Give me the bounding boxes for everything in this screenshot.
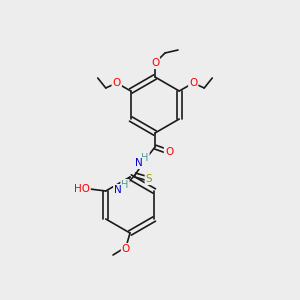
Text: O: O	[122, 244, 130, 254]
Text: S: S	[146, 174, 152, 184]
Text: HO: HO	[74, 184, 90, 194]
Text: O: O	[189, 78, 197, 88]
Text: O: O	[112, 78, 121, 88]
Text: N: N	[135, 158, 143, 168]
Text: H: H	[141, 153, 149, 163]
Text: H: H	[121, 180, 129, 190]
Text: O: O	[165, 147, 173, 157]
Text: N: N	[114, 185, 122, 195]
Text: O: O	[151, 58, 159, 68]
